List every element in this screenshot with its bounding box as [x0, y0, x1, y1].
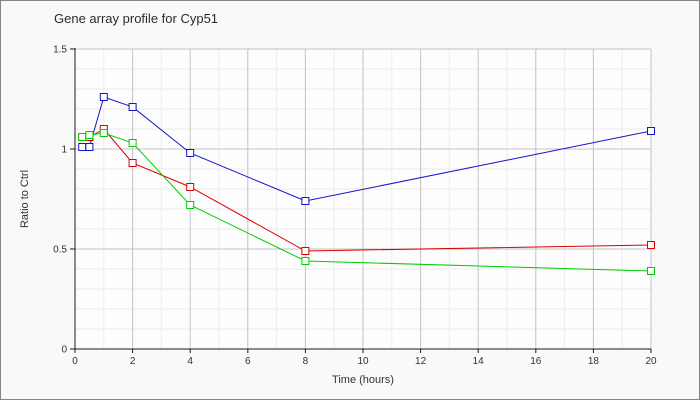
- x-axis-label: Time (hours): [332, 374, 394, 386]
- data-point-series-red: [128, 159, 137, 167]
- y-tick-label: 1.5: [53, 45, 67, 56]
- chart-title: Gene array profile for Cyp51: [54, 11, 218, 26]
- x-tick-label: 18: [588, 356, 600, 367]
- data-point-series-blue: [301, 197, 310, 205]
- data-point-series-green: [128, 139, 137, 147]
- x-tick-label: 14: [473, 356, 485, 367]
- data-point-series-green: [85, 131, 94, 139]
- data-point-series-blue: [78, 143, 87, 151]
- y-tick-label: 1: [61, 145, 67, 156]
- data-point-series-blue: [186, 149, 195, 157]
- x-tick-label: 6: [245, 356, 251, 367]
- data-point-series-blue: [128, 103, 137, 111]
- data-point-series-blue: [99, 93, 108, 101]
- x-tick-label: 12: [415, 356, 427, 367]
- data-point-series-green: [186, 201, 195, 209]
- data-point-series-blue: [647, 127, 655, 135]
- y-axis-label: Ratio to Ctrl: [19, 170, 31, 228]
- x-tick-label: 4: [187, 356, 193, 367]
- data-point-series-red: [186, 183, 195, 191]
- y-tick-label: 0: [61, 345, 67, 356]
- axes: [70, 48, 652, 353]
- data-point-series-green: [78, 133, 87, 141]
- data-point-series-green: [647, 267, 655, 275]
- x-tick-label: 20: [645, 356, 657, 367]
- x-tick-label: 2: [130, 356, 136, 367]
- data-series: [78, 93, 655, 275]
- data-point-series-blue: [85, 143, 94, 151]
- data-point-series-green: [99, 129, 108, 137]
- x-tick-label: 8: [303, 356, 309, 367]
- x-tick-label: 16: [530, 356, 542, 367]
- data-point-series-red: [301, 247, 310, 255]
- data-point-series-green: [301, 257, 310, 265]
- major-gridlines: [75, 48, 652, 349]
- x-tick-label: 0: [72, 356, 78, 367]
- data-point-series-red: [647, 241, 655, 249]
- y-tick-label: 0.5: [53, 245, 67, 256]
- tick-labels: 0 2 4 6 8 10 12 14 16 18 20 0 0.5 1 1.5: [53, 45, 657, 368]
- x-tick-label: 10: [357, 356, 369, 367]
